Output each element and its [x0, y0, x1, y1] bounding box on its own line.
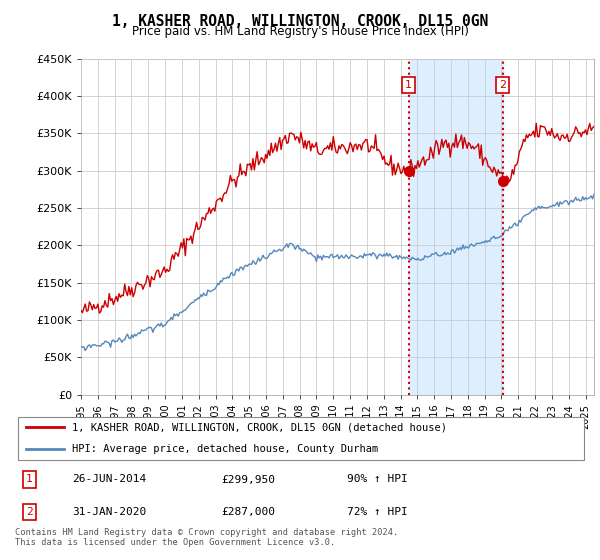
Bar — [409, 59, 503, 395]
Text: Contains HM Land Registry data © Crown copyright and database right 2024.
This d: Contains HM Land Registry data © Crown c… — [15, 528, 398, 547]
Text: Price paid vs. HM Land Registry's House Price Index (HPI): Price paid vs. HM Land Registry's House … — [131, 25, 469, 38]
Text: 31-JAN-2020: 31-JAN-2020 — [73, 507, 146, 517]
Text: 1: 1 — [26, 474, 33, 484]
Text: 1: 1 — [405, 80, 412, 90]
Text: 1, KASHER ROAD, WILLINGTON, CROOK, DL15 0GN: 1, KASHER ROAD, WILLINGTON, CROOK, DL15 … — [112, 14, 488, 29]
Text: £287,000: £287,000 — [221, 507, 275, 517]
Text: 2: 2 — [499, 80, 506, 90]
FancyBboxPatch shape — [18, 417, 584, 460]
Text: £299,950: £299,950 — [221, 474, 275, 484]
Text: HPI: Average price, detached house, County Durham: HPI: Average price, detached house, Coun… — [73, 444, 379, 454]
Text: 1, KASHER ROAD, WILLINGTON, CROOK, DL15 0GN (detached house): 1, KASHER ROAD, WILLINGTON, CROOK, DL15 … — [73, 422, 448, 432]
Text: 2: 2 — [26, 507, 33, 517]
Text: 72% ↑ HPI: 72% ↑ HPI — [347, 507, 408, 517]
Text: 90% ↑ HPI: 90% ↑ HPI — [347, 474, 408, 484]
Text: 26-JUN-2014: 26-JUN-2014 — [73, 474, 146, 484]
